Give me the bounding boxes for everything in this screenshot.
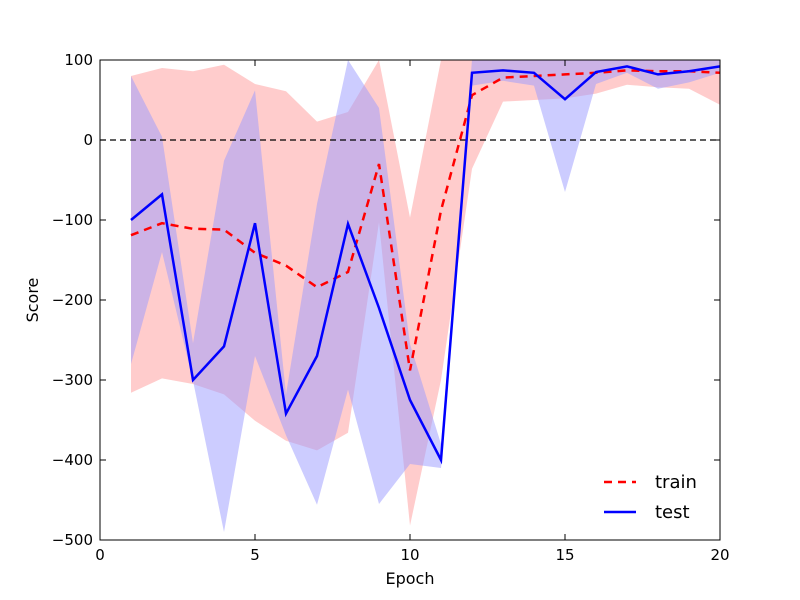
y-tick-label: −200: [52, 291, 93, 309]
x-tick-label: 10: [400, 546, 419, 564]
legend-label-test: test: [655, 502, 690, 523]
legend: train test: [604, 472, 697, 523]
series-lines: [130, 65, 721, 465]
legend-label-train: train: [655, 472, 697, 493]
confidence-bands: [131, 60, 720, 532]
band-test: [131, 60, 720, 532]
y-tick-label: −100: [52, 211, 93, 229]
x-tick-label: 15: [555, 546, 574, 564]
y-tick-label: −300: [52, 371, 93, 389]
y-tick-label: 0: [83, 131, 93, 149]
series-line-test: [130, 65, 721, 465]
x-axis-ticks: 0 5 10 15 20: [95, 60, 730, 564]
x-tick-label: 20: [710, 546, 729, 564]
y-tick-label: −500: [52, 531, 93, 549]
x-tick-label: 0: [95, 546, 105, 564]
x-tick-label: 5: [250, 546, 260, 564]
x-axis-label: Epoch: [386, 569, 435, 588]
y-axis-ticks: −500 −400 −300 −200 −100 0 100: [52, 51, 720, 549]
y-tick-label: −400: [52, 451, 93, 469]
y-axis-label: Score: [23, 278, 42, 323]
y-tick-label: 100: [64, 51, 93, 69]
series-line-train: [130, 69, 721, 371]
